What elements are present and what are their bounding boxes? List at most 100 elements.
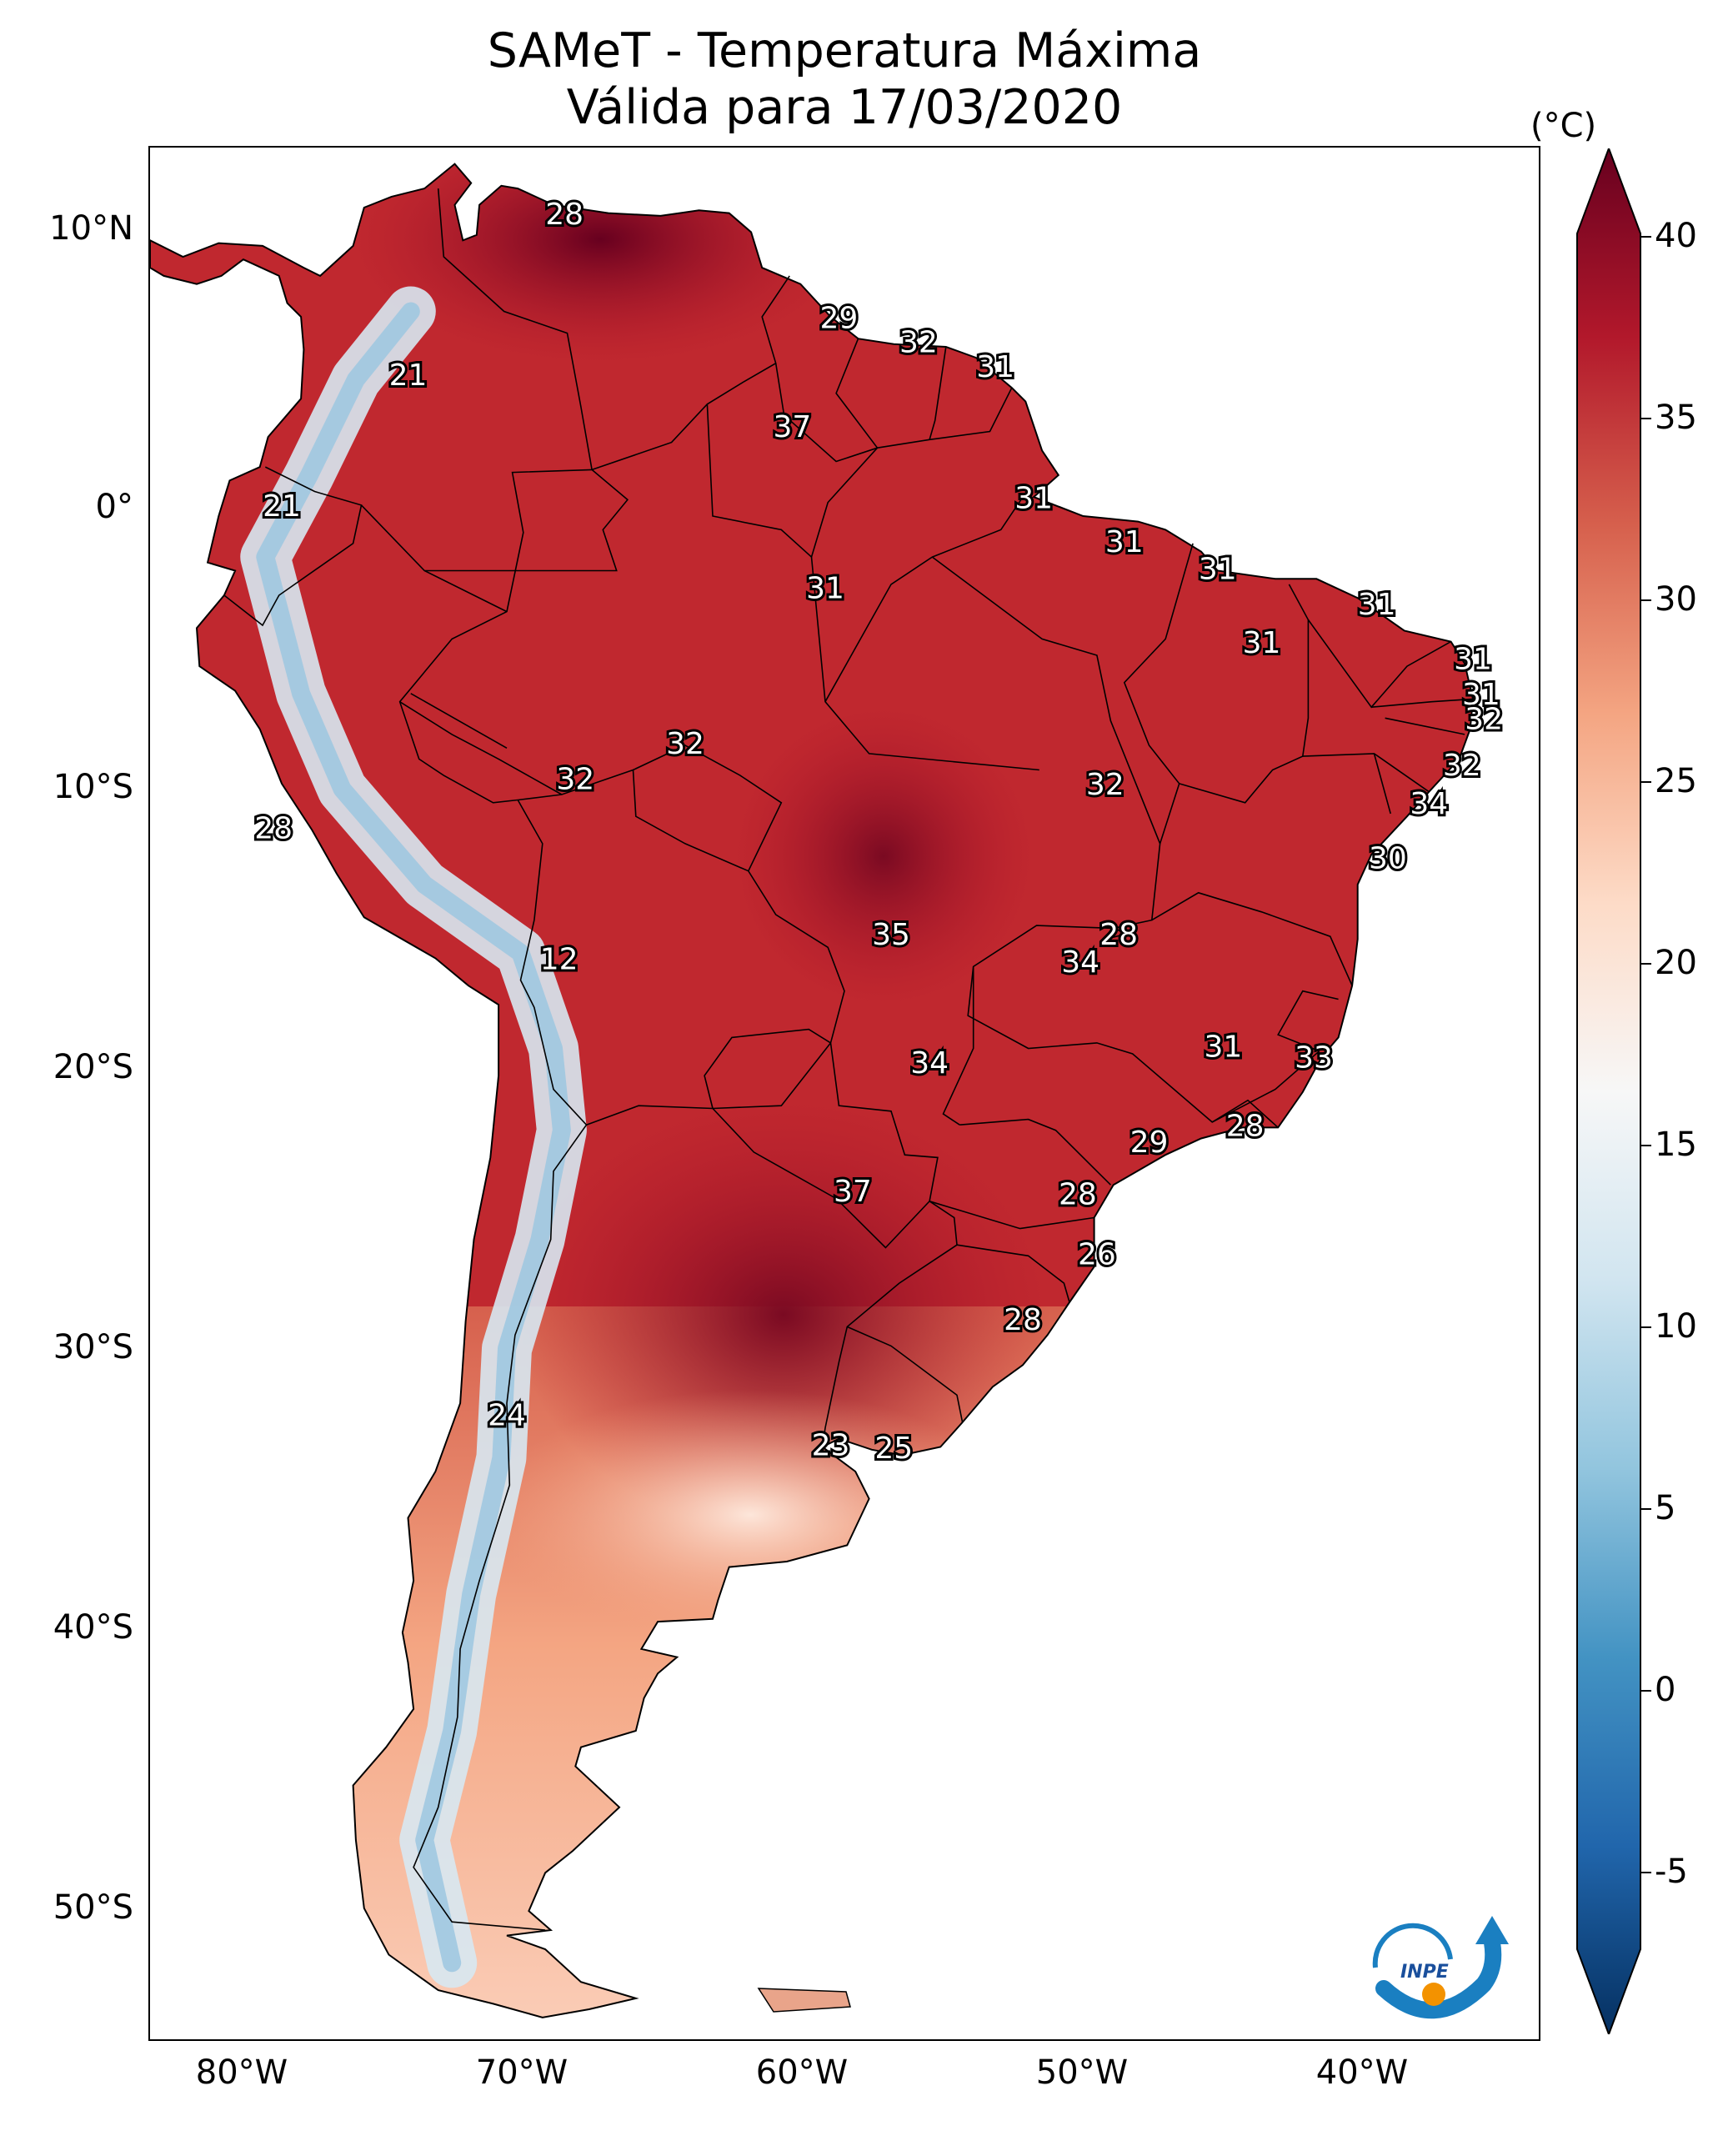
temperature-label: 31 bbox=[1199, 553, 1237, 587]
colorbar-tick-mark bbox=[1640, 963, 1651, 965]
lon-label-70w: 70°W bbox=[475, 2053, 568, 2092]
lon-label-60w: 60°W bbox=[755, 2053, 849, 2092]
border-line bbox=[633, 745, 783, 872]
continent-shading bbox=[150, 163, 1475, 2018]
border-line bbox=[1103, 927, 1129, 940]
border-line bbox=[931, 556, 1320, 1123]
colorbar-unit: (°C) bbox=[1530, 107, 1597, 145]
border-line bbox=[1307, 619, 1451, 709]
lon-label-80w: 80°W bbox=[195, 2053, 288, 2092]
temperature-label: 28 bbox=[545, 198, 584, 232]
border-line bbox=[959, 1118, 1111, 1186]
lon-label-40w: 40°W bbox=[1315, 2053, 1409, 2092]
colorbar-tick-label: 10 bbox=[1655, 1307, 1697, 1346]
temperature-label: 28 bbox=[1004, 1303, 1042, 1337]
temperature-label: 28 bbox=[1226, 1109, 1265, 1143]
colorbar-tick-label: 5 bbox=[1655, 1489, 1676, 1527]
colorbar-tick-label: 30 bbox=[1655, 580, 1697, 619]
temperature-label: 37 bbox=[834, 1175, 872, 1209]
colorbar-tick-mark bbox=[1640, 1145, 1651, 1146]
border-line bbox=[929, 1201, 1094, 1230]
temperature-label: 32 bbox=[666, 727, 704, 761]
temperature-label: 32 bbox=[556, 763, 594, 797]
falkland-islands bbox=[757, 1988, 851, 2013]
temperature-label: 29 bbox=[819, 301, 858, 335]
border-line bbox=[398, 469, 593, 804]
temperature-label: 32 bbox=[1086, 768, 1124, 802]
colorbar-tick-mark bbox=[1640, 1326, 1651, 1328]
border-line bbox=[846, 1326, 964, 1423]
border-line bbox=[706, 404, 879, 559]
colorbar-tick-label: 35 bbox=[1655, 399, 1697, 437]
colorbar-tick-label: 15 bbox=[1655, 1126, 1697, 1164]
lat-label-40s: 40°S bbox=[53, 1608, 133, 1647]
temperature-label: 31 bbox=[806, 571, 844, 605]
temperature-label: 31 bbox=[1243, 626, 1281, 660]
border-line bbox=[424, 469, 629, 572]
temperature-label: 25 bbox=[874, 1431, 913, 1466]
border-line bbox=[413, 800, 588, 1931]
temperature-label: 32 bbox=[1443, 749, 1481, 783]
temperature-label: 31 bbox=[1462, 678, 1500, 712]
border-line bbox=[223, 466, 363, 627]
border-line bbox=[929, 346, 947, 440]
border-line bbox=[824, 488, 1029, 703]
temperature-label: 23 bbox=[812, 1429, 850, 1463]
map-panel: 28 29 32 31 21 37 21 31 31 31 31 31 31 31 31 32 32 32 32 32… bbox=[148, 146, 1540, 2041]
border-line bbox=[518, 769, 845, 1110]
lat-label-20s: 20°S bbox=[53, 1048, 133, 1086]
border-line bbox=[1151, 891, 1353, 986]
temperature-label: 31 bbox=[1358, 588, 1396, 622]
colorbar-tick-mark bbox=[1640, 236, 1651, 238]
border-line bbox=[410, 693, 508, 749]
border-line bbox=[810, 557, 1039, 771]
border-line bbox=[1385, 717, 1465, 735]
border-line bbox=[835, 338, 879, 449]
border-line bbox=[1211, 1099, 1279, 1128]
temperature-label: 28 bbox=[1099, 918, 1138, 952]
temperature-label: 29 bbox=[1130, 1126, 1169, 1160]
colorbar-tick-label: 20 bbox=[1655, 944, 1697, 982]
colorbar-tick-label: -5 bbox=[1655, 1853, 1688, 1891]
border-line bbox=[586, 1042, 939, 1249]
border-line bbox=[821, 1201, 958, 1447]
temperature-label: 35 bbox=[872, 918, 910, 952]
border-line bbox=[591, 275, 790, 471]
colorbar-tick-mark bbox=[1640, 1690, 1651, 1692]
lat-label-30s: 30°S bbox=[53, 1328, 133, 1366]
border-line bbox=[1373, 753, 1391, 815]
temperature-label: 30 bbox=[1369, 842, 1407, 876]
temperature-label: 31 bbox=[1204, 1030, 1242, 1065]
colorbar-tick-mark bbox=[1640, 1872, 1651, 1873]
colorbar-tick-label: 25 bbox=[1655, 762, 1697, 800]
lat-label-50s: 50°S bbox=[53, 1888, 133, 1927]
colorbar-tick-mark bbox=[1640, 418, 1651, 419]
temperature-label: 26 bbox=[1078, 1237, 1116, 1271]
colorbar-tick-mark bbox=[1640, 1508, 1651, 1510]
lon-label-50w: 50°W bbox=[1035, 2053, 1129, 2092]
colorbar bbox=[1576, 148, 1641, 2034]
temperature-label: 21 bbox=[263, 489, 301, 524]
map-subtitle: Válida para 17/03/2020 bbox=[566, 80, 1123, 135]
temperature-label: 28 bbox=[254, 812, 293, 846]
lat-label-0: 0° bbox=[95, 488, 133, 526]
lat-label-10s: 10°S bbox=[53, 768, 133, 806]
temperature-label: 12 bbox=[540, 943, 579, 977]
border-line bbox=[956, 1244, 1070, 1303]
lat-label-10n: 10°N bbox=[49, 209, 133, 248]
border-line bbox=[437, 188, 593, 470]
temperature-label: 34 bbox=[910, 1046, 949, 1081]
temperature-label: 24 bbox=[488, 1399, 526, 1433]
map-title: SAMeT - Temperatura Máxima bbox=[487, 23, 1202, 78]
svg-text:INPE: INPE bbox=[1400, 1962, 1449, 1983]
temperature-label: 34 bbox=[1410, 787, 1448, 821]
colorbar-tick-mark bbox=[1640, 599, 1651, 601]
border-line bbox=[1371, 698, 1474, 708]
border-line bbox=[399, 701, 563, 795]
border-line bbox=[704, 1028, 831, 1109]
temperature-label: 31 bbox=[1014, 481, 1053, 515]
border-line bbox=[942, 966, 974, 1126]
border-line bbox=[1277, 990, 1339, 1052]
temperature-label: 21 bbox=[389, 358, 428, 393]
